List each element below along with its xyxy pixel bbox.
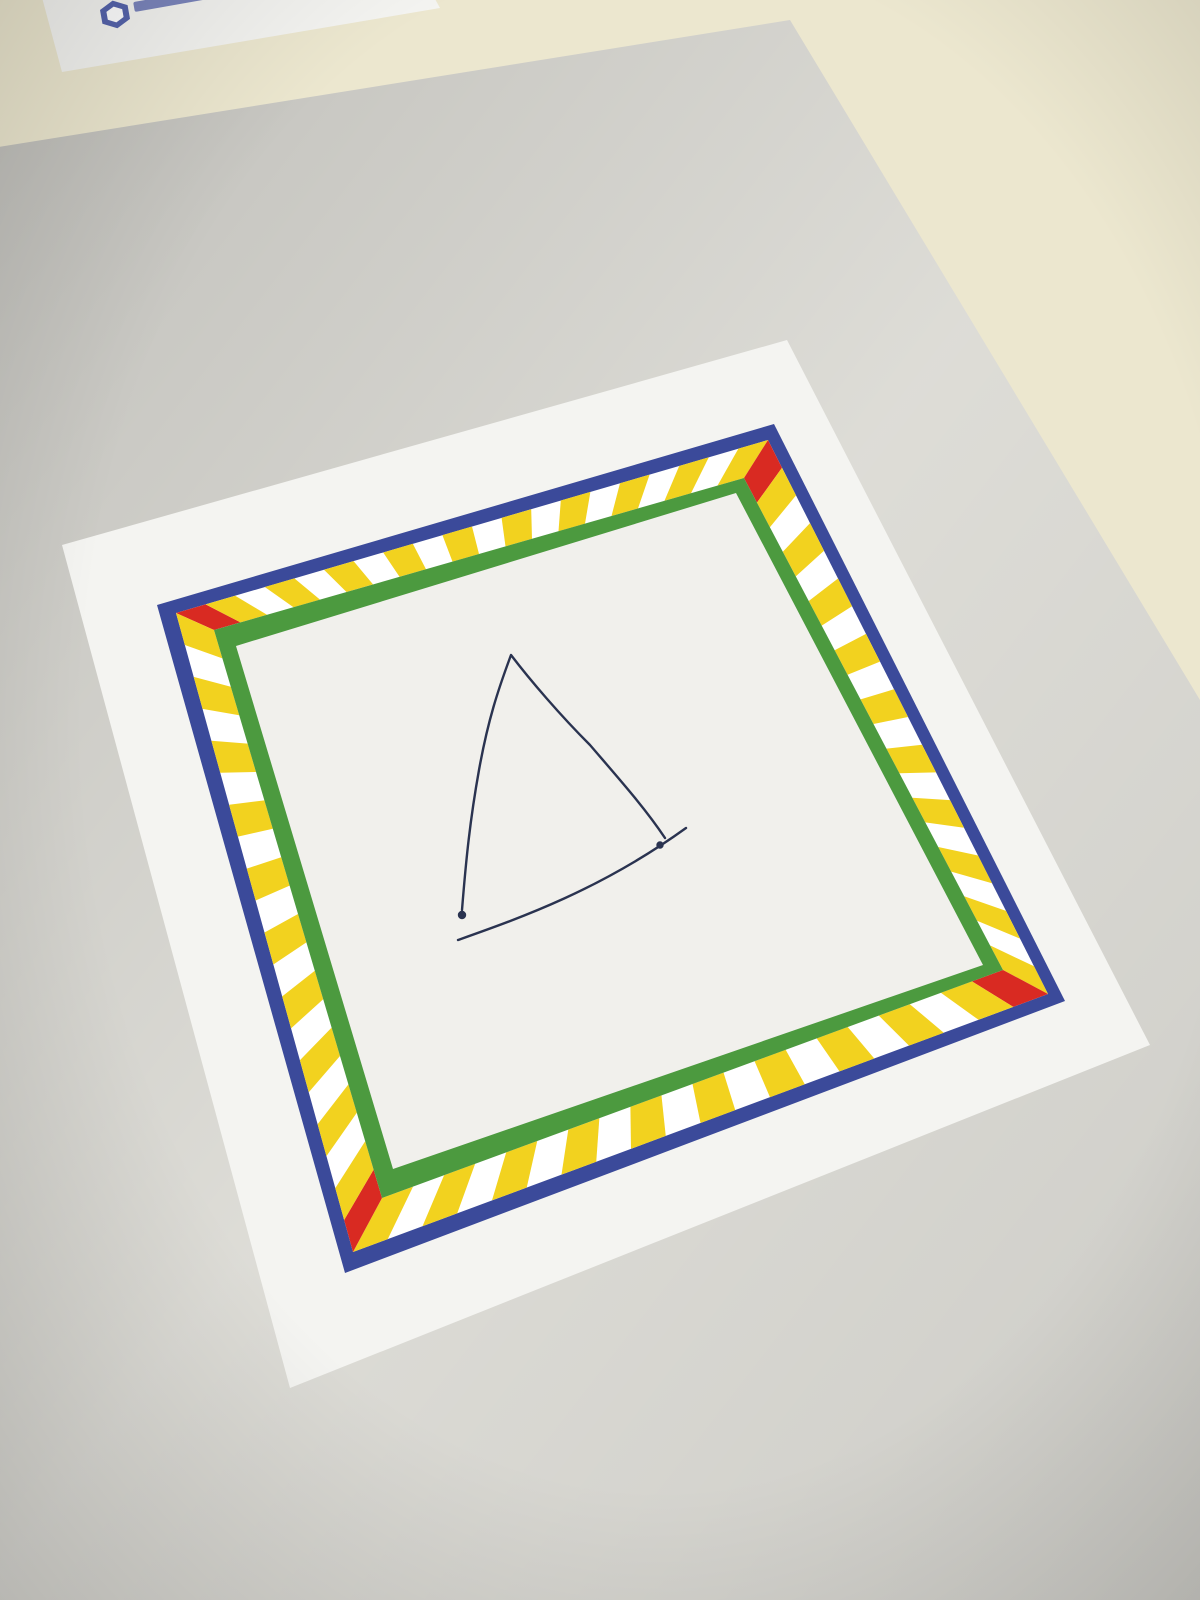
photo-scene [0,0,1200,1600]
lighting-vignette [0,0,1200,1600]
